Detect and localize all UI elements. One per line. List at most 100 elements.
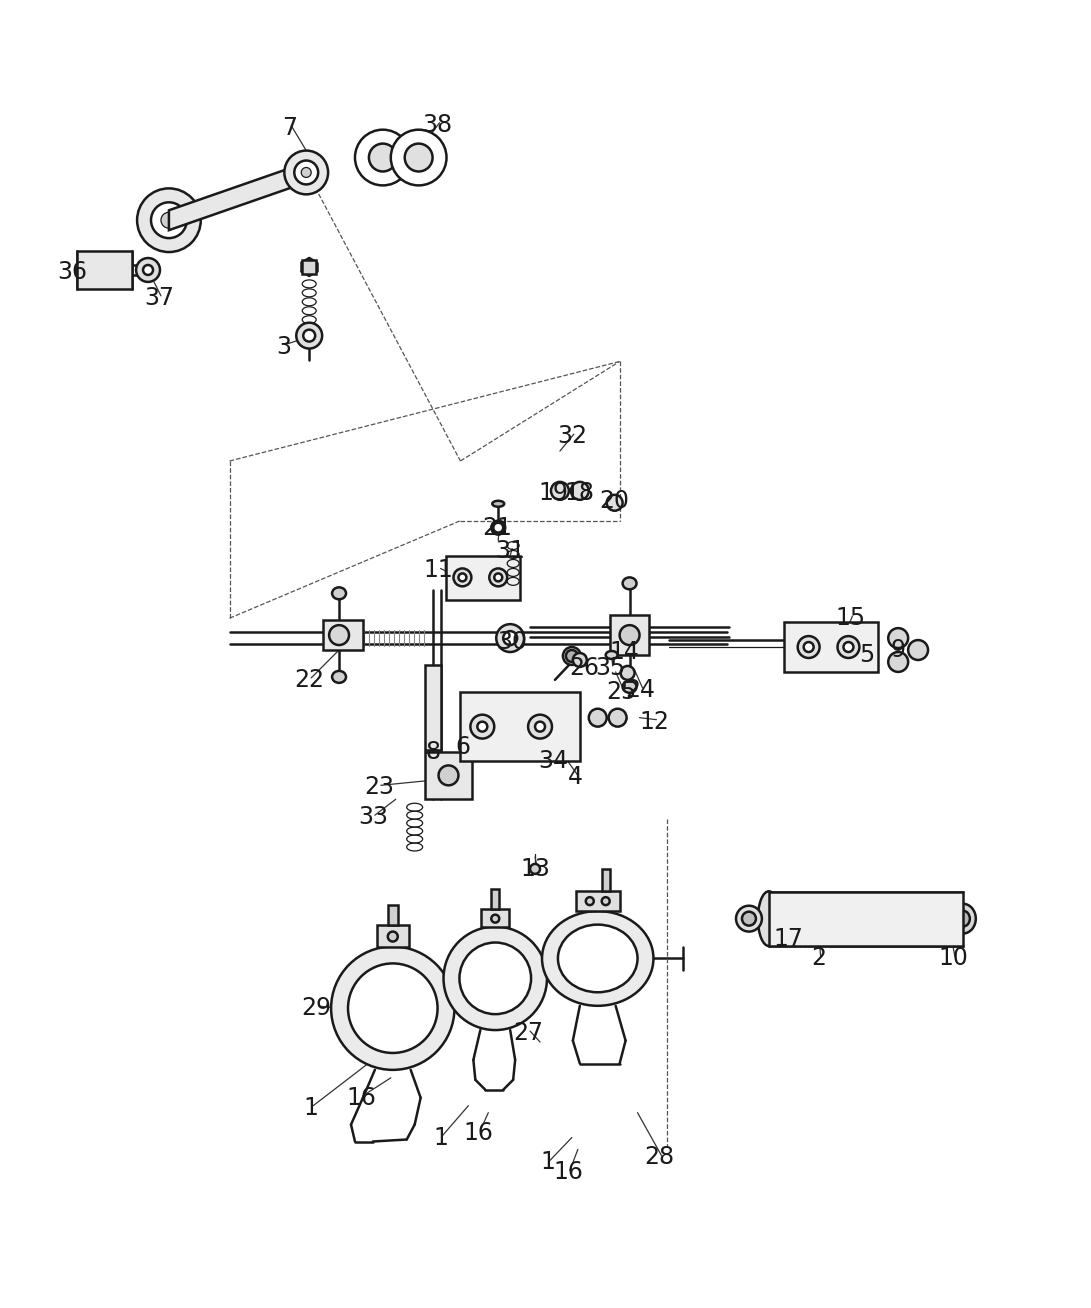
Circle shape [493,523,503,532]
Circle shape [494,573,502,581]
Polygon shape [77,251,132,289]
Text: 12: 12 [639,710,670,734]
Text: 9: 9 [890,638,906,662]
Circle shape [589,709,607,727]
Text: 14: 14 [610,640,639,664]
Ellipse shape [491,521,505,535]
Ellipse shape [542,912,654,1006]
Text: 25: 25 [607,680,637,704]
Circle shape [843,642,853,651]
Polygon shape [602,870,610,891]
Text: 29: 29 [301,997,332,1020]
Circle shape [908,640,928,661]
Polygon shape [460,692,579,761]
Bar [781,892,783,947]
Text: 8: 8 [425,739,440,764]
Text: 5: 5 [859,644,874,667]
Circle shape [458,573,467,581]
Circle shape [551,481,568,500]
Ellipse shape [563,647,580,664]
Circle shape [609,709,626,727]
Bar [820,892,824,947]
Circle shape [161,212,177,228]
Circle shape [566,650,578,662]
Circle shape [530,863,540,874]
Circle shape [285,150,328,195]
Circle shape [355,129,410,186]
Text: 38: 38 [422,112,453,137]
Ellipse shape [742,912,756,926]
Bar [826,892,828,947]
Polygon shape [576,891,620,912]
Polygon shape [445,556,520,600]
Text: 37: 37 [144,286,173,310]
Text: 28: 28 [645,1146,674,1169]
Text: 22: 22 [295,668,324,692]
Circle shape [439,765,458,785]
Polygon shape [610,615,649,655]
Text: 20: 20 [600,489,630,513]
Circle shape [602,897,610,905]
Bar [816,892,818,947]
Ellipse shape [623,681,636,693]
Circle shape [586,897,594,905]
Circle shape [607,494,623,510]
Bar [801,892,804,947]
Ellipse shape [503,632,517,645]
Circle shape [888,651,908,672]
Ellipse shape [136,258,160,283]
Text: 36: 36 [58,260,87,284]
Text: 3: 3 [276,335,291,358]
Text: 16: 16 [553,1160,583,1184]
Polygon shape [491,889,500,909]
Circle shape [489,569,507,586]
Circle shape [303,330,315,341]
Text: 1: 1 [540,1151,555,1175]
Ellipse shape [950,904,975,934]
Polygon shape [376,925,409,947]
Ellipse shape [332,587,346,599]
Text: 6: 6 [455,735,470,759]
Circle shape [470,714,494,739]
Ellipse shape [956,910,970,926]
Bar [805,892,808,947]
Bar [791,892,794,947]
Text: 15: 15 [836,606,865,630]
Ellipse shape [143,266,153,275]
Text: 4: 4 [568,765,584,789]
Bar [776,892,779,947]
Text: 30: 30 [497,630,527,654]
Polygon shape [769,892,963,946]
Circle shape [454,569,471,586]
Text: 35: 35 [596,655,626,680]
Circle shape [478,722,488,731]
Circle shape [620,625,639,645]
Text: 18: 18 [565,481,595,505]
Text: 27: 27 [513,1022,543,1045]
Circle shape [369,144,397,171]
Text: 13: 13 [520,857,550,880]
Circle shape [391,129,446,186]
Polygon shape [952,913,961,925]
Ellipse shape [444,926,547,1031]
Bar [811,892,814,947]
Ellipse shape [331,947,455,1070]
Circle shape [528,714,552,739]
Text: 1: 1 [303,1096,319,1120]
Circle shape [838,636,860,658]
Circle shape [151,203,187,238]
Polygon shape [783,623,878,672]
Text: 34: 34 [538,749,568,773]
Circle shape [137,188,201,252]
Polygon shape [424,752,472,799]
Text: 16: 16 [464,1121,493,1144]
Ellipse shape [496,624,524,651]
Circle shape [491,914,500,922]
Polygon shape [481,909,509,926]
Circle shape [295,161,319,184]
Bar [795,892,799,947]
Polygon shape [302,260,316,273]
Ellipse shape [492,501,504,506]
Ellipse shape [558,925,637,993]
Text: 19: 19 [538,481,568,505]
